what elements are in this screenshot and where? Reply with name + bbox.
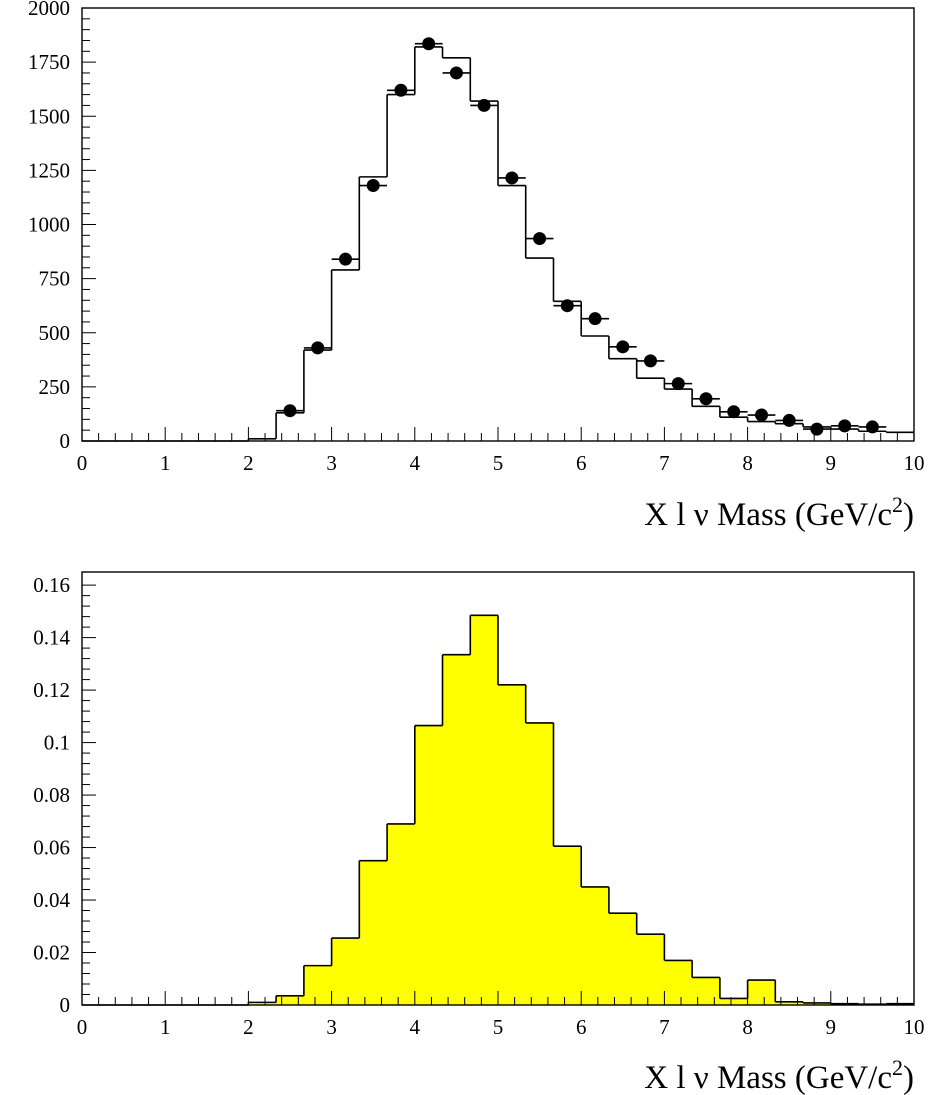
x-tick-label: 10 bbox=[904, 1015, 925, 1039]
x-tick-label: 3 bbox=[326, 1015, 337, 1039]
x-axis-title-close: ) bbox=[903, 497, 914, 533]
data-point bbox=[394, 83, 408, 97]
y-tick-label: 2000 bbox=[28, 0, 70, 20]
data-point bbox=[699, 392, 713, 406]
data-point bbox=[782, 413, 796, 427]
data-point bbox=[449, 66, 463, 80]
x-axis-title-main: X l ν Mass (GeV/c bbox=[644, 1060, 892, 1095]
x-tick-label: 1 bbox=[160, 451, 171, 475]
data-point bbox=[505, 171, 519, 185]
data-point bbox=[810, 422, 824, 436]
x-tick-label: 6 bbox=[576, 451, 587, 475]
x-axis-title-main: X l ν Mass (GeV/c bbox=[644, 497, 892, 533]
y-tick-label: 0.08 bbox=[33, 783, 70, 807]
y-tick-label: 0.04 bbox=[33, 888, 70, 912]
x-tick-label: 2 bbox=[243, 451, 254, 475]
y-tick-label: 0.12 bbox=[33, 678, 70, 702]
data-point bbox=[671, 377, 685, 391]
y-tick-label: 0.16 bbox=[33, 573, 70, 597]
data-point bbox=[588, 312, 602, 326]
x-axis-title: X l ν Mass (GeV/c2) bbox=[644, 1055, 914, 1095]
x-tick-label: 3 bbox=[326, 451, 337, 475]
x-tick-label: 4 bbox=[410, 451, 421, 475]
y-tick-label: 0.06 bbox=[33, 836, 70, 860]
x-axis-title-superscript: 2 bbox=[892, 1055, 903, 1080]
x-tick-label: 9 bbox=[826, 451, 837, 475]
y-tick-label: 1500 bbox=[28, 104, 70, 128]
x-tick-label: 7 bbox=[659, 1015, 670, 1039]
y-tick-label: 0.14 bbox=[33, 626, 70, 650]
x-tick-label: 8 bbox=[742, 451, 753, 475]
data-point bbox=[533, 232, 547, 246]
x-tick-label: 2 bbox=[243, 1015, 254, 1039]
y-tick-label: 750 bbox=[39, 267, 71, 291]
data-point bbox=[422, 37, 436, 51]
x-tick-label: 1 bbox=[160, 1015, 171, 1039]
data-point bbox=[283, 404, 297, 418]
data-point bbox=[727, 405, 741, 419]
histogram-fill bbox=[82, 615, 914, 1005]
x-tick-label: 9 bbox=[826, 1015, 837, 1039]
x-tick-label: 6 bbox=[576, 1015, 587, 1039]
y-tick-label: 250 bbox=[39, 375, 71, 399]
x-axis-title-close: ) bbox=[903, 1060, 914, 1095]
x-tick-label: 7 bbox=[659, 451, 670, 475]
y-tick-label: 0.1 bbox=[44, 731, 70, 755]
data-point bbox=[477, 98, 491, 112]
x-tick-label: 8 bbox=[742, 1015, 753, 1039]
x-tick-label: 0 bbox=[77, 451, 88, 475]
x-tick-label: 0 bbox=[77, 1015, 88, 1039]
plot-frame bbox=[81, 7, 915, 442]
top-histogram-panel: 0 1 2 3 4 5 6 7 8 9 10 0 250 500 750 1000 1250 1500 1750 20… bbox=[28, 0, 925, 533]
data-point bbox=[838, 419, 852, 433]
data-point bbox=[865, 420, 879, 434]
y-tick-label: 1000 bbox=[28, 213, 70, 237]
y-tick-label: 0 bbox=[60, 993, 71, 1017]
data-point bbox=[560, 299, 574, 313]
y-tick-label: 0 bbox=[60, 429, 71, 453]
data-point bbox=[616, 340, 630, 354]
y-tick-label: 1250 bbox=[28, 158, 70, 182]
data-point bbox=[644, 354, 658, 368]
x-axis-title: X l ν Mass (GeV/c2) bbox=[644, 492, 914, 533]
bottom-histogram-panel: 0 1 2 3 4 5 6 7 8 9 10 0 0.02 0.04 0.06 0.08 0.1 0.12 0.14… bbox=[33, 571, 925, 1095]
x-tick-label: 10 bbox=[904, 451, 925, 475]
y-tick-label: 500 bbox=[39, 321, 71, 345]
x-tick-label: 5 bbox=[493, 1015, 504, 1039]
data-point bbox=[366, 179, 380, 193]
x-tick-label: 5 bbox=[493, 451, 504, 475]
y-tick-label: 1750 bbox=[28, 50, 70, 74]
y-tick-label: 0.02 bbox=[33, 941, 70, 965]
data-point bbox=[311, 341, 325, 355]
x-axis-title-superscript: 2 bbox=[892, 492, 903, 517]
data-point bbox=[754, 408, 768, 422]
x-tick-label: 4 bbox=[410, 1015, 421, 1039]
data-point bbox=[338, 252, 352, 266]
